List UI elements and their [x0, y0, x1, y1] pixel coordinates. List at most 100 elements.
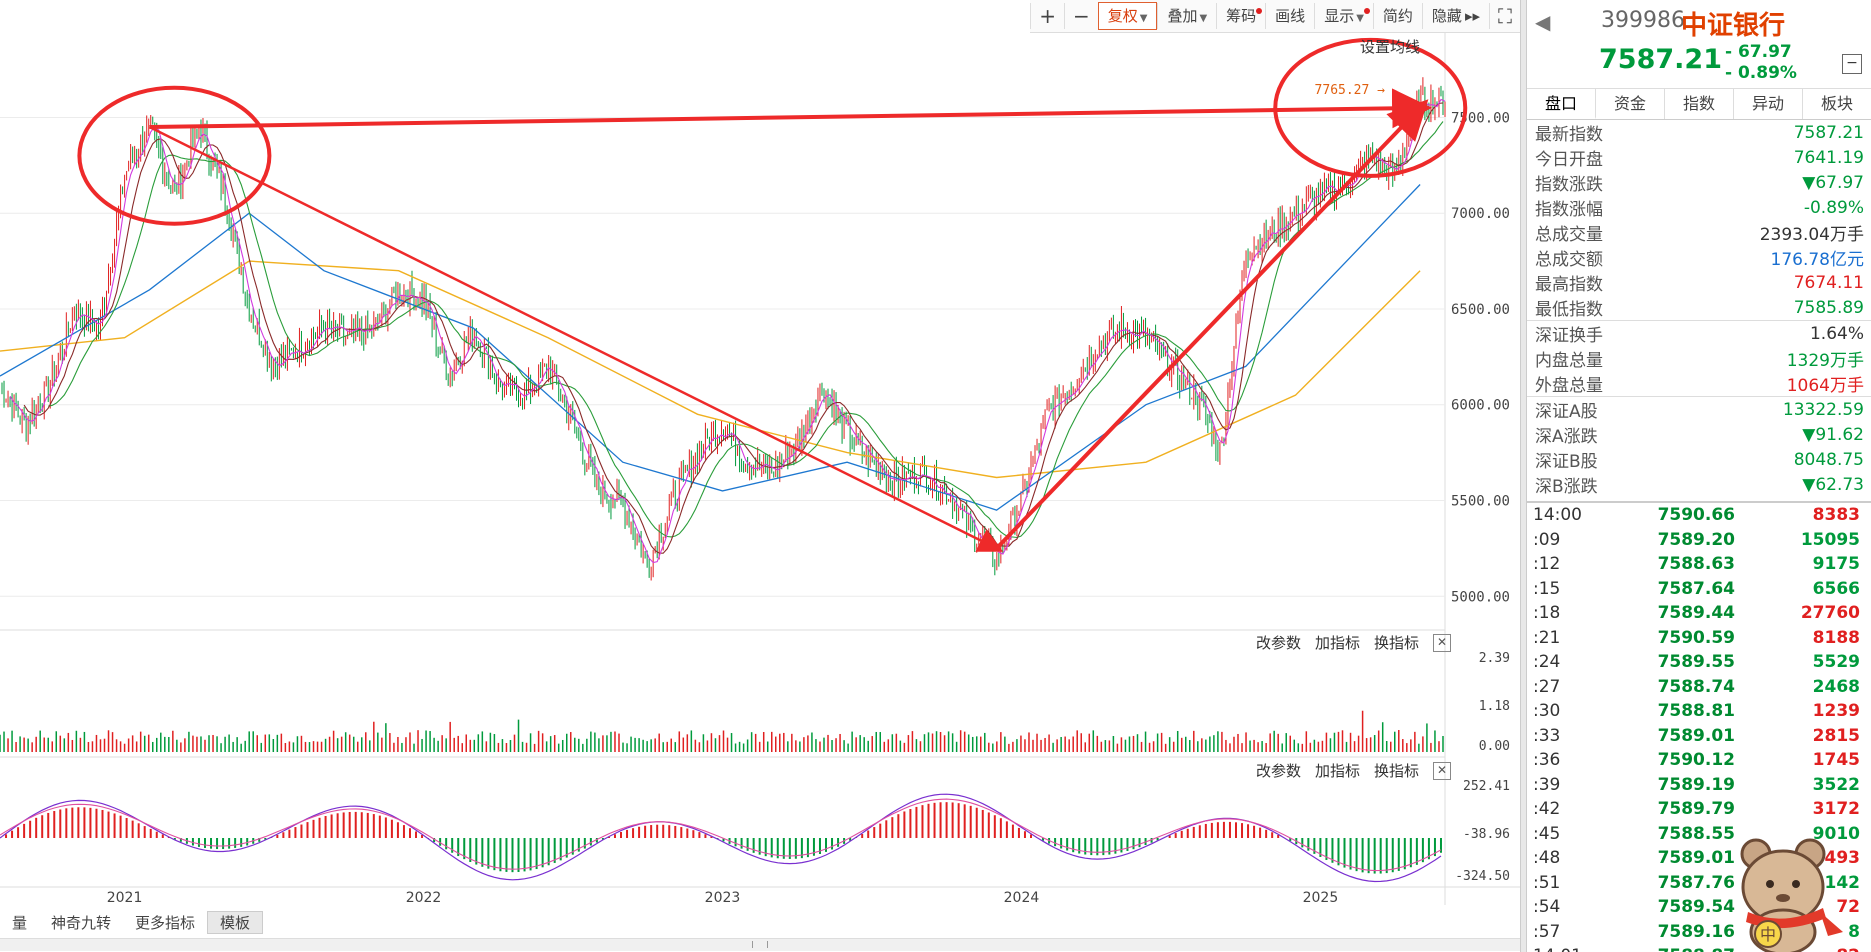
volume-add-indicator-button[interactable]: 加指标 — [1315, 634, 1361, 652]
panel-tab-0[interactable]: 盘口 — [1527, 89, 1596, 119]
index-name: 中证银行 — [1681, 11, 1786, 41]
hide-button[interactable]: 隐藏 ▸▸ — [1421, 3, 1489, 29]
volume-switch-indicator-button[interactable]: 换指标 — [1374, 634, 1420, 652]
macd-close-icon[interactable]: ✕ — [1433, 761, 1452, 780]
macd-switch-indicator-button[interactable]: 换指标 — [1374, 762, 1420, 780]
tick-vol: 6566 — [1812, 578, 1860, 599]
zoom-out-icon[interactable]: − — [1063, 3, 1098, 29]
kline-chart[interactable]: 7500.00 7000.00 6500.00 6000.00 5500.00 5000.… — [0, 0, 1520, 952]
simple-button[interactable]: 简约 — [1372, 3, 1422, 29]
stat-label: 指数涨跌 — [1535, 175, 1603, 195]
stat-row: 深证换手 1.64% — [1527, 320, 1871, 346]
x-tick-label: 2023 — [705, 890, 741, 906]
tick-time: :12 — [1533, 554, 1561, 575]
stat-value: 176.78亿元 — [1770, 250, 1864, 270]
tick-row: :15 7587.64 6566 — [1527, 577, 1871, 602]
indicator-tab-2[interactable]: 更多指标 — [135, 913, 196, 932]
tick-vol: 9175 — [1812, 554, 1860, 575]
panel-tab-3[interactable]: 异动 — [1734, 89, 1803, 119]
y-tick-label: 6500.00 — [1451, 302, 1510, 318]
high-value-marker: 7765.27 → — [1315, 83, 1386, 98]
tick-vol: 3172 — [1812, 799, 1860, 820]
tick-time: :45 — [1533, 823, 1561, 844]
macd-add-indicator-button[interactable]: 加指标 — [1315, 762, 1361, 780]
back-arrow-icon[interactable]: ◀ — [1535, 10, 1551, 34]
ma-green-line — [48, 121, 1444, 539]
chips-button-label: 筹码 — [1226, 7, 1257, 25]
notification-dot — [1363, 8, 1370, 14]
ma-dark-line — [23, 102, 1444, 554]
tick-price: 7589.79 — [1657, 799, 1735, 820]
stat-value: 2393.04万手 — [1759, 225, 1864, 245]
tick-price: 7587.76 — [1657, 872, 1735, 893]
stat-label: 外盘总量 — [1535, 376, 1603, 396]
stat-label: 今日开盘 — [1535, 150, 1603, 170]
x-tick-label: 2025 — [1303, 890, 1339, 906]
indicator-tabs: 量 神奇九转 更多指标 模板 — [0, 909, 264, 935]
indicator-tab-1[interactable]: 神奇九转 — [51, 913, 112, 932]
stat-row: 深证B股 8048.75 — [1527, 447, 1871, 473]
stat-row: 外盘总量 1064万手 — [1527, 371, 1871, 396]
tick-time: :48 — [1533, 848, 1561, 869]
tick-vol: 8188 — [1812, 627, 1860, 648]
volume-close-icon[interactable]: ✕ — [1433, 633, 1452, 652]
stat-value: 8048.75 — [1793, 449, 1864, 470]
mascot-bear-icon[interactable]: 中 — [1728, 832, 1848, 952]
tick-row: :48 7589.01 493 — [1527, 846, 1871, 871]
panel-tab-4[interactable]: 板块 — [1803, 89, 1871, 119]
chart-area[interactable]: 7500.00 7000.00 6500.00 6000.00 5500.00 5000.… — [0, 0, 1520, 952]
x-tick-label: 2021 — [107, 890, 143, 906]
volume-tick-label: 1.18 — [1479, 699, 1510, 714]
price-change: - 67.97 — [1725, 42, 1792, 62]
tick-time: 14:01 — [1527, 946, 1615, 952]
tick-vol: 142 — [1824, 872, 1861, 893]
y-tick-label: 5000.00 — [1451, 589, 1510, 605]
stat-label: 总成交量 — [1535, 225, 1603, 245]
indicator-tab-0[interactable]: 量 — [12, 913, 28, 932]
tick-vol: 8383 — [1812, 505, 1860, 526]
horizontal-scrollbar[interactable] — [0, 938, 1520, 951]
zoom-in-icon[interactable]: + — [1030, 3, 1064, 29]
tick-price: 7589.19 — [1657, 774, 1735, 795]
stat-value: 7587.21 — [1793, 122, 1864, 143]
overlay-button[interactable]: 叠加 ▼ — [1157, 3, 1216, 29]
minimize-icon[interactable]: − — [1842, 54, 1862, 74]
stat-row: 总成交额 176.78亿元 — [1527, 245, 1871, 270]
notification-dot — [1256, 8, 1263, 14]
panel-tab-2[interactable]: 指数 — [1665, 89, 1734, 119]
tick-price: 7587.64 — [1657, 578, 1735, 599]
display-button[interactable]: 显示 ▼ — [1314, 3, 1373, 29]
stat-row: 最高指数 7674.11 — [1527, 270, 1871, 296]
ma-short-line — [9, 98, 1446, 564]
draw-line-button[interactable]: 画线 — [1265, 3, 1314, 29]
tick-vol: 3522 — [1812, 774, 1860, 795]
chips-button[interactable]: 筹码 — [1216, 3, 1265, 29]
tick-row: :09 7589.20 15095 — [1527, 528, 1871, 553]
svg-text:中: 中 — [1760, 925, 1776, 944]
panel-splitter[interactable] — [1520, 0, 1527, 952]
stat-label: 深证换手 — [1535, 326, 1603, 346]
macd-dea-line — [0, 798, 1442, 872]
ma-setting-link[interactable]: 设置均线 — [1360, 38, 1421, 56]
stat-label: 深证A股 — [1535, 402, 1598, 422]
volume-change-params-button[interactable]: 改参数 — [1256, 634, 1302, 652]
stat-row: 深证A股 13322.59 — [1527, 396, 1871, 422]
fullscreen-icon[interactable]: ⛶ — [1489, 3, 1520, 29]
stat-row: 深A涨跌 ▼91.62 — [1527, 422, 1871, 448]
tick-price: 7589.44 — [1657, 603, 1735, 624]
double-arrow-icon: ▸▸ — [1464, 7, 1480, 25]
tick-row: :39 7589.19 3522 — [1527, 773, 1871, 798]
x-tick-label: 2022 — [406, 890, 442, 906]
adjust-button[interactable]: 复权 ▼ — [1097, 2, 1158, 30]
simple-button-label: 简约 — [1382, 7, 1413, 25]
tick-time: :54 — [1533, 897, 1561, 918]
tick-row: :54 7589.54 72 — [1527, 895, 1871, 920]
indicator-tab-3[interactable]: 模板 — [207, 910, 264, 934]
tick-vol: 15095 — [1800, 529, 1860, 550]
tick-price: 7588.55 — [1657, 823, 1735, 844]
panel-tab-1[interactable]: 资金 — [1596, 89, 1665, 119]
volume-tick-label: 2.39 — [1479, 651, 1510, 666]
stat-row: 指数涨幅 -0.89% — [1527, 195, 1871, 221]
scroll-thumb[interactable] — [752, 941, 768, 948]
macd-change-params-button[interactable]: 改参数 — [1256, 762, 1302, 780]
